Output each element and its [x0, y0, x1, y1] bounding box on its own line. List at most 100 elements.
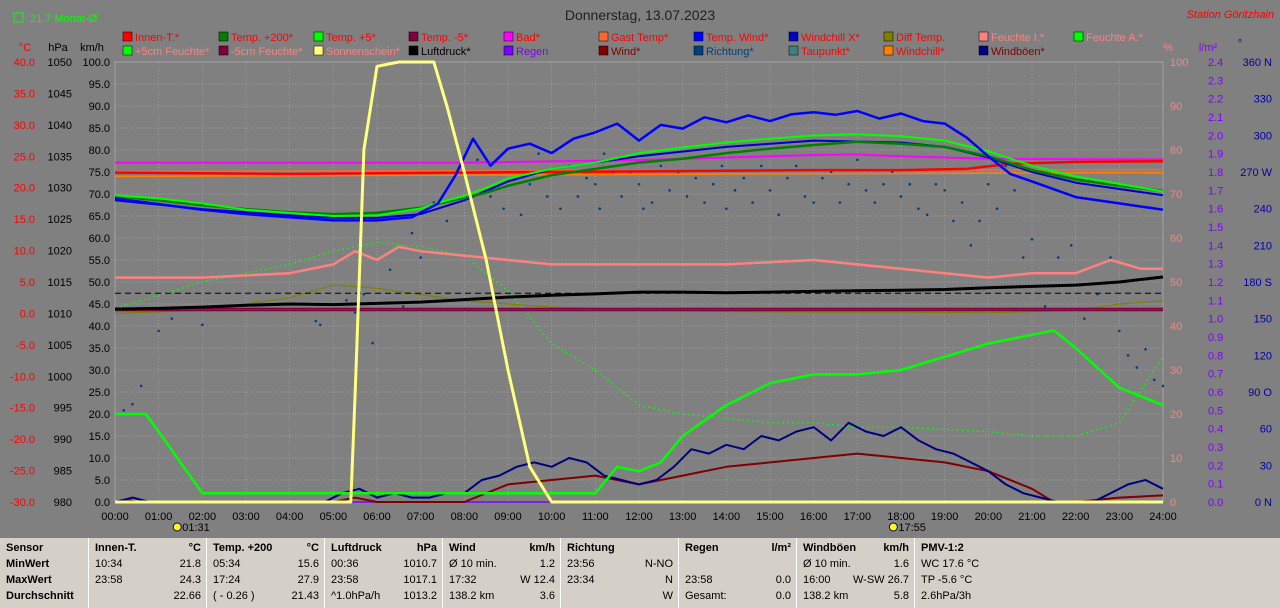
- legend: Innen-T.* Temp. +200* Temp. +5* Temp. -5* Ba…: [122, 31, 1144, 58]
- stats-cell: 22.66: [173, 590, 201, 602]
- legend-label-windb-en: Windböen*: [991, 46, 1046, 58]
- point-richtung: [720, 164, 724, 168]
- x-axis-tick: 04:00: [276, 511, 304, 523]
- lm2-axis-tick: 1.3: [1208, 259, 1223, 271]
- legend-label-gast-temp: Gast Temp*: [611, 32, 669, 44]
- point-richtung: [812, 201, 815, 204]
- stats-column-innen-t: Innen-T. °C 10:34 21.8 23:58 24.3 22.66: [88, 538, 207, 608]
- point-richtung: [952, 219, 955, 223]
- point-richtung: [759, 164, 763, 168]
- stats-header: Innen-T.: [95, 542, 137, 554]
- deg-axis-tick: 90 O: [1248, 387, 1272, 399]
- stats-cell: 05:34: [213, 558, 241, 570]
- point-richtung: [489, 195, 492, 198]
- x-axis-tick: 15:00: [756, 511, 784, 523]
- point-richtung: [890, 170, 894, 174]
- series-layer: [114, 60, 1165, 504]
- stats-cell: 16:00: [803, 574, 831, 586]
- point-richtung: [546, 195, 549, 198]
- legend-label-temp-5: Temp. +5*: [326, 32, 377, 44]
- chart-background: [0, 0, 1280, 538]
- point-richtung: [314, 319, 318, 323]
- point-richtung: [969, 244, 973, 247]
- stats-column-regen: Regen l/m² 23:58 0.0 Gesamt: 0.0: [678, 538, 797, 608]
- legend-swatch-feuchte-a: [1073, 31, 1084, 42]
- point-richtung: [1070, 244, 1073, 247]
- point-richtung: [987, 182, 990, 186]
- point-richtung: [960, 201, 964, 204]
- point-richtung: [1013, 189, 1016, 192]
- point-richtung: [1083, 317, 1086, 320]
- celsius-axis-tick: -30.0: [10, 497, 35, 509]
- point-richtung: [353, 311, 357, 314]
- lm2-axis-tick: 2.0: [1208, 130, 1223, 142]
- lm2-axis-tick: 0.4: [1208, 424, 1223, 436]
- legend-label-5cm-feuchte: -5cm Feuchte*: [231, 46, 303, 58]
- legend-swatch-gast-temp: [598, 31, 609, 42]
- stats-cell: 0.0: [775, 590, 791, 602]
- series-diff-temp: [114, 284, 1164, 314]
- point-richtung: [725, 207, 728, 210]
- lm2-axis-tick: 0.6: [1208, 387, 1223, 399]
- stats-header: Sensor: [6, 542, 44, 554]
- stats-header: Wind: [449, 542, 476, 554]
- point-richtung: [856, 158, 859, 162]
- hpa-axis-tick: 1015: [48, 277, 72, 289]
- kmh-axis-tick: 85.0: [89, 123, 110, 135]
- kmh-axis-tick: 65.0: [89, 211, 110, 223]
- point-richtung: [1043, 305, 1047, 308]
- lm2-axis-tick: 1.6: [1208, 204, 1223, 216]
- point-richtung: [1152, 378, 1156, 382]
- percent-axis-tick: 40: [1170, 321, 1182, 333]
- legend-swatch-temp-200: [218, 31, 229, 42]
- point-richtung: [419, 256, 422, 259]
- lm2-axis-tick: 0.9: [1208, 332, 1223, 344]
- point-richtung: [934, 182, 938, 186]
- unit-percent: %: [1163, 42, 1173, 54]
- x-axis-tick: 01:00: [145, 511, 173, 523]
- celsius-axis-tick: -25.0: [10, 466, 35, 478]
- stats-cell: Durchschnitt: [6, 590, 74, 602]
- series-bad: [115, 153, 1164, 164]
- stats-cell: 10:34: [95, 558, 123, 570]
- lm2-axis-tick: 1.4: [1208, 240, 1223, 252]
- hpa-axis-tick: 1025: [48, 214, 72, 226]
- percent-axis-tick: 0: [1170, 497, 1176, 509]
- lm2-axis-tick: 1.9: [1208, 149, 1223, 161]
- point-richtung: [703, 201, 706, 204]
- weather-chart: 21.7 Monat-Ø Donnerstag, 13.07.2023 Stat…: [0, 0, 1280, 538]
- legend-swatch-taupunkt: [788, 45, 799, 56]
- stats-column-wind: Wind km/h Ø 10 min. 1.2 17:32 W 12.4 138.2 km 3…: [442, 538, 561, 608]
- x-axis-tick: 11:00: [582, 511, 609, 523]
- x-axis-tick: 09:00: [494, 511, 522, 523]
- hpa-axis-tick: 1020: [48, 246, 72, 258]
- lm2-axis-tick: 2.1: [1208, 112, 1223, 124]
- point-richtung: [585, 176, 588, 180]
- x-axis-tick: 02:00: [189, 511, 217, 523]
- point-richtung: [908, 182, 912, 186]
- series-windchill-x: [114, 139, 1164, 219]
- point-richtung: [803, 195, 807, 198]
- point-richtung: [1021, 256, 1025, 259]
- stats-cell: 17:24: [213, 574, 241, 586]
- unit-celsius: °C: [19, 42, 31, 54]
- x-axis-tick: 14:00: [713, 511, 741, 523]
- stats-cell: 138.2 km: [803, 590, 849, 602]
- lm2-axis-tick: 1.7: [1208, 185, 1223, 197]
- legend-swatch-temp-5: [408, 31, 419, 42]
- stats-cell: 23:56: [567, 558, 595, 570]
- grid: [114, 61, 1164, 503]
- stats-header: Temp. +200: [213, 542, 273, 554]
- series-luftdruck: [114, 275, 1164, 311]
- point-richtung: [794, 164, 798, 168]
- point-richtung: [768, 189, 772, 192]
- point-richtung: [362, 292, 366, 296]
- point-richtung: [733, 189, 737, 192]
- stats-cell: W-SW: [853, 574, 885, 586]
- stats-cell: W: [662, 590, 673, 602]
- point-richtung: [318, 323, 322, 327]
- kmh-axis-tick: 100.0: [82, 57, 110, 69]
- kmh-axis-tick: 30.0: [89, 365, 110, 377]
- stats-cell: Ø 10 min.: [803, 558, 851, 570]
- stats-cell: 1010.7: [403, 558, 437, 570]
